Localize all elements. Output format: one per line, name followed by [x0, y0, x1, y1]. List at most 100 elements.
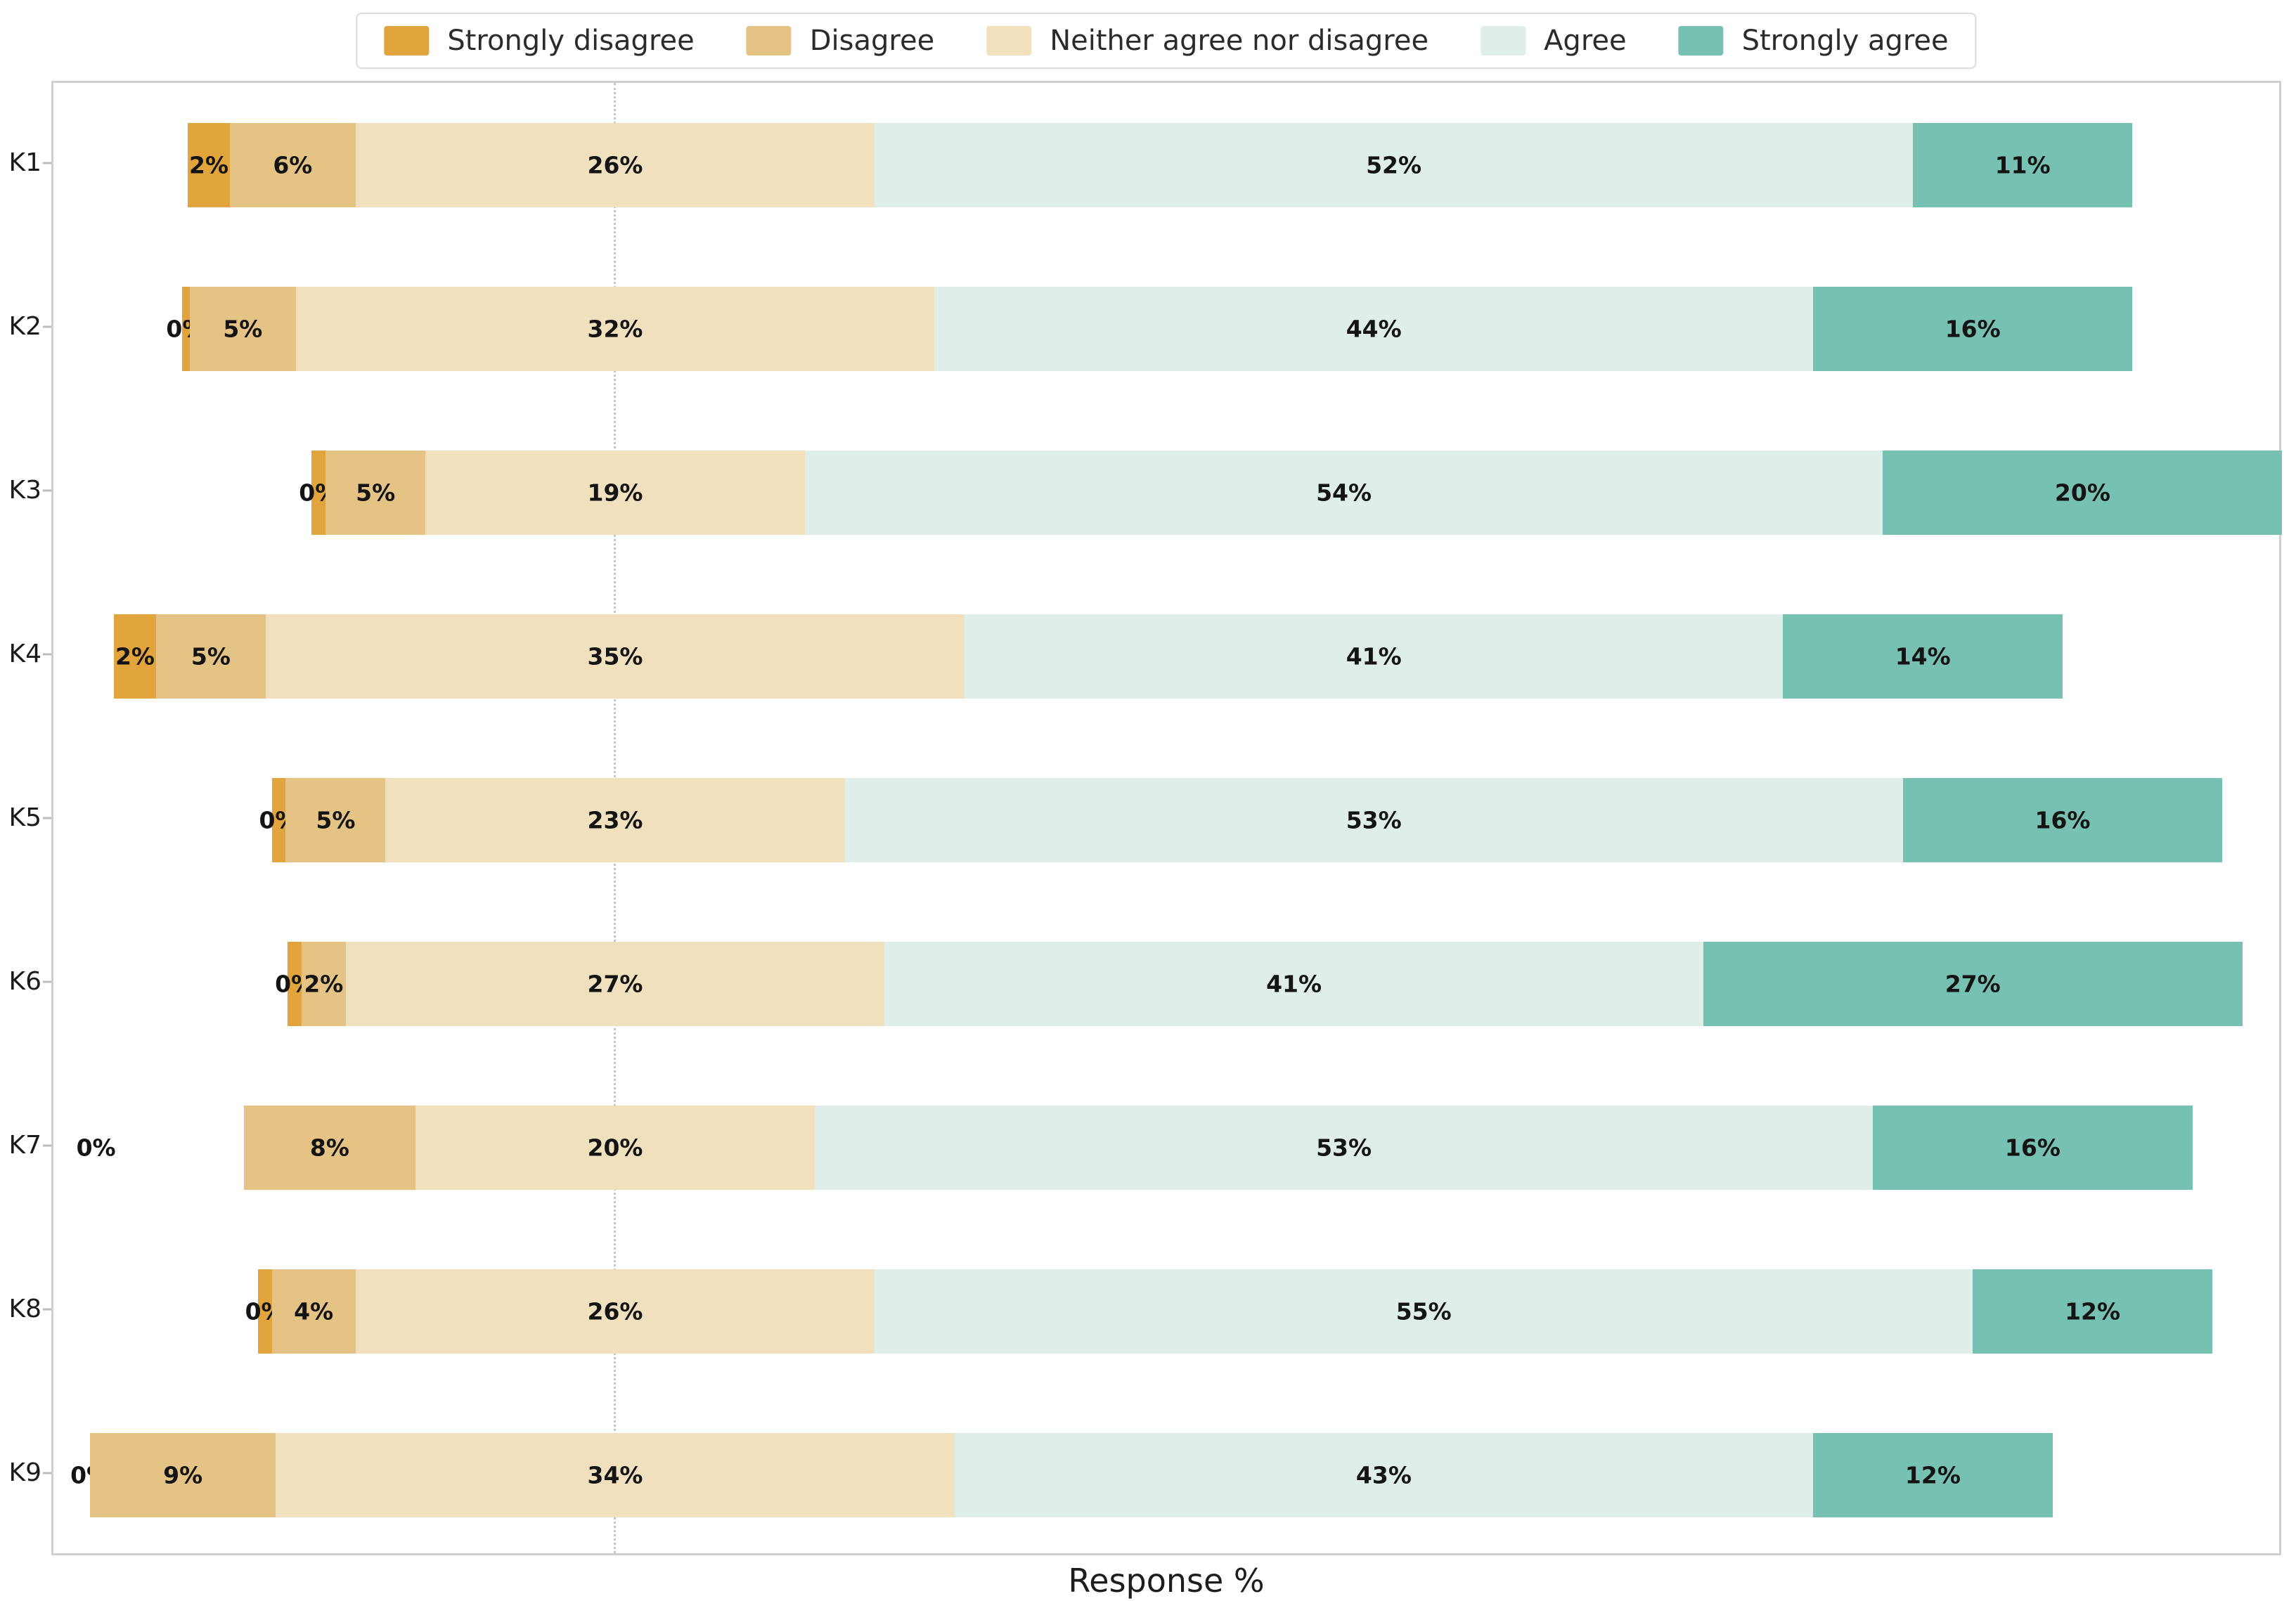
segment-agree	[954, 1433, 1813, 1518]
segment-agree	[815, 1106, 1873, 1191]
legend-swatch	[986, 26, 1032, 56]
segment-agree	[804, 450, 1883, 535]
value-label: 32%	[587, 315, 643, 343]
value-label: 16%	[2004, 1134, 2060, 1162]
segment-strongly-agree	[1873, 1106, 2193, 1191]
value-label: 4%	[294, 1297, 334, 1325]
segment-disagree	[271, 1269, 356, 1354]
plot-area: 2% 6% 26% 52% 11% 0% 5% 32% 44% 16% 0% 5% 19% 54% 20% 2…	[51, 81, 2283, 1555]
segment-strongly-disagree	[114, 614, 156, 699]
y-tick-mark	[43, 1308, 51, 1311]
value-label: 5%	[191, 642, 231, 670]
value-label: 53%	[1316, 1134, 1372, 1162]
segment-neither-agree-nor-disagree	[355, 122, 875, 207]
segment-agree	[875, 122, 1913, 207]
value-label: 44%	[1346, 315, 1402, 343]
value-label: 14%	[1895, 642, 1951, 670]
bar-row-k1: 2% 6% 26% 52% 11%	[53, 122, 2279, 207]
value-label: 2%	[115, 642, 155, 670]
value-label: 16%	[1944, 315, 2001, 343]
legend-swatch	[1678, 26, 1724, 56]
segment-strongly-agree	[1783, 614, 2063, 699]
segment-neither-agree-nor-disagree	[345, 942, 885, 1027]
bar-row-k6: 0% 2% 27% 41% 27%	[53, 942, 2279, 1027]
y-tick-mark	[43, 817, 51, 819]
value-label: 12%	[2065, 1297, 2121, 1325]
segment-disagree	[302, 942, 346, 1027]
segment-strongly-disagree	[257, 1269, 272, 1354]
y-tick-mark	[43, 162, 51, 164]
bar-row-k4: 2% 5% 35% 41% 14%	[53, 614, 2279, 699]
bar-row-k7: 0% 8% 20% 53% 16%	[53, 1106, 2279, 1191]
value-label: 20%	[2054, 479, 2110, 507]
segment-agree	[875, 1269, 1973, 1354]
segment-disagree	[229, 122, 356, 207]
value-label: 12%	[1904, 1461, 1961, 1489]
segment-agree	[934, 286, 1813, 371]
value-label: 5%	[356, 479, 396, 507]
legend-label: Strongly agree	[1741, 25, 1949, 57]
legend-item-2: Neither agree nor disagree	[986, 25, 1428, 57]
y-tick-label-k8: K8	[8, 1295, 41, 1324]
segment-strongly-agree	[1883, 450, 2283, 535]
value-label: 23%	[587, 806, 643, 834]
value-label: 27%	[587, 970, 643, 998]
legend-item-3: Agree	[1481, 25, 1627, 57]
value-label: 35%	[587, 642, 643, 670]
segment-agree	[884, 942, 1703, 1027]
bar-row-k8: 0% 4% 26% 55% 12%	[53, 1269, 2279, 1354]
segment-strongly-disagree	[188, 122, 230, 207]
y-tick-label-k5: K5	[8, 803, 41, 832]
value-label: 8%	[309, 1134, 349, 1162]
y-tick-label-k7: K7	[8, 1131, 41, 1160]
segment-disagree	[325, 450, 426, 535]
value-label: 43%	[1355, 1461, 1412, 1489]
value-label: 55%	[1395, 1297, 1452, 1325]
value-label: 2%	[189, 151, 229, 179]
legend-label: Strongly disagree	[447, 25, 695, 57]
segment-neither-agree-nor-disagree	[355, 1269, 875, 1354]
value-label: 5%	[316, 806, 356, 834]
bar-row-k9: 0%9%34%43%12%	[53, 1433, 2279, 1518]
y-tick-label-k9: K9	[8, 1458, 41, 1488]
legend-label: Agree	[1544, 25, 1627, 57]
segment-agree	[844, 778, 1903, 862]
segment-neither-agree-nor-disagree	[276, 1433, 955, 1518]
value-label: 5%	[223, 315, 263, 343]
value-label: 20%	[587, 1134, 643, 1162]
y-tick-mark	[43, 653, 51, 656]
segment-strongly-agree	[1703, 942, 2243, 1027]
value-label: 2%	[304, 970, 344, 998]
legend-swatch	[1481, 26, 1526, 56]
segment-strongly-agree	[1813, 286, 2133, 371]
value-label: 41%	[1266, 970, 1322, 998]
y-tick-mark	[43, 1472, 51, 1474]
value-label: 16%	[2034, 806, 2091, 834]
segment-disagree	[285, 778, 386, 862]
segment-strongly-agree	[1913, 122, 2133, 207]
legend-swatch	[746, 26, 792, 56]
segment-neither-agree-nor-disagree	[415, 1106, 815, 1191]
segment-disagree	[155, 614, 266, 699]
value-label: 6%	[273, 151, 313, 179]
legend: Strongly disagree Disagree Neither agree n…	[356, 13, 1977, 69]
value-label: 9%	[163, 1461, 203, 1489]
y-tick-label-k6: K6	[8, 967, 41, 997]
segment-neither-agree-nor-disagree	[266, 614, 965, 699]
value-label: 34%	[587, 1461, 643, 1489]
segment-strongly-agree	[1973, 1269, 2212, 1354]
value-label: 26%	[587, 151, 643, 179]
legend-label: Neither agree nor disagree	[1050, 25, 1429, 57]
segment-disagree	[190, 286, 296, 371]
segment-neither-agree-nor-disagree	[425, 450, 805, 535]
segment-neither-agree-nor-disagree	[385, 778, 845, 862]
value-label: 27%	[1944, 970, 2001, 998]
legend-item-4: Strongly agree	[1678, 25, 1949, 57]
value-label: 54%	[1316, 479, 1372, 507]
segment-strongly-disagree	[311, 450, 326, 535]
legend-item-0: Strongly disagree	[384, 25, 695, 57]
value-label: 11%	[1994, 151, 2051, 179]
y-tick-label-k1: K1	[8, 148, 41, 177]
segment-agree	[965, 614, 1784, 699]
